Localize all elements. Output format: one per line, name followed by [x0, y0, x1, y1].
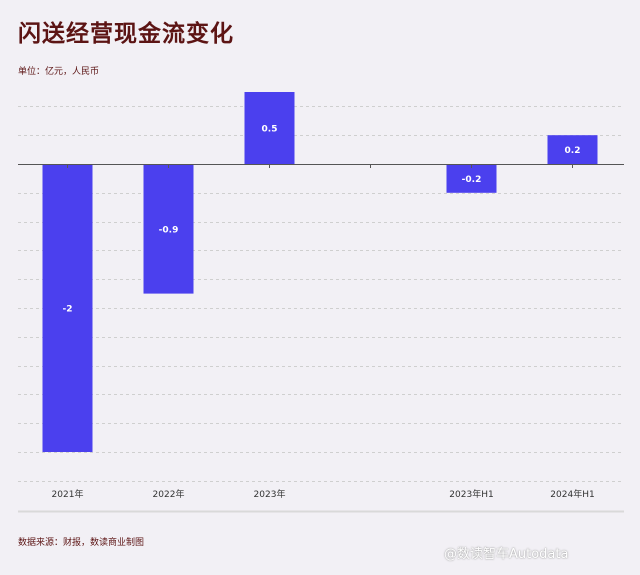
x-tick-label: 2023年H1	[449, 488, 493, 500]
bar	[547, 135, 598, 164]
data-label: 0.5	[262, 125, 278, 135]
bar	[244, 92, 295, 164]
x-tick-label: 2021年	[52, 488, 84, 500]
unit-label: 单位：亿元，人民币	[18, 67, 100, 77]
x-tick-label: 2023年	[254, 488, 286, 500]
source-label: 数据来源：财报，数读商业制图	[18, 538, 145, 548]
x-tick-label: 2024年H1	[550, 488, 594, 500]
bar-chart: -2 2021年 -0.9 2022年 0.5 2023年 -0.2 2023年H1 0.2 20…	[18, 92, 624, 513]
data-label: 0.2	[565, 146, 581, 156]
watermark: @数读智车Autodata	[444, 547, 569, 562]
bar	[446, 164, 497, 193]
x-tick-label: 2022年	[153, 488, 185, 500]
bar	[42, 164, 93, 452]
data-label: -2	[63, 305, 73, 315]
bar	[143, 164, 194, 294]
data-label: -0.2	[462, 175, 482, 185]
chart-title: 闪送经营现金流变化	[18, 21, 234, 47]
data-label: -0.9	[159, 225, 179, 235]
